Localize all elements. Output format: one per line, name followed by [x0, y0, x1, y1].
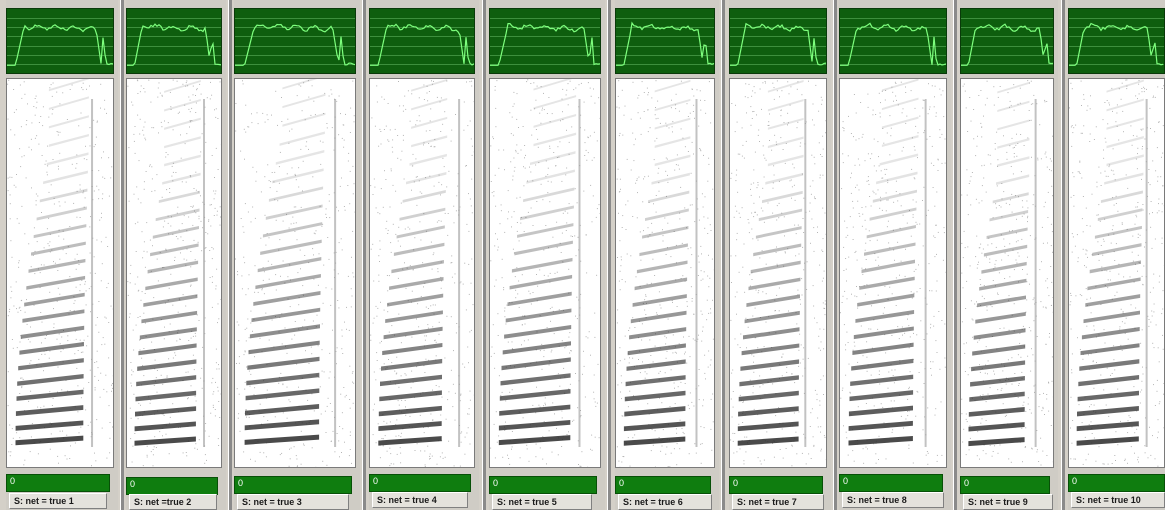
spectrogram-svg [961, 80, 1053, 466]
status-bar: 0 [960, 476, 1050, 494]
spectrogram-panel-9[interactable]: 0 S: net = true 9 [960, 0, 1058, 510]
status-value: 0 [493, 478, 499, 488]
status-value: 0 [733, 478, 739, 488]
panel-separator[interactable] [607, 0, 611, 510]
energy-contour-svg [961, 18, 1053, 66]
spectrogram-image [960, 78, 1054, 468]
panel-separator[interactable] [482, 0, 486, 510]
energy-contour-svg [840, 18, 946, 66]
energy-contour-plot [839, 8, 947, 74]
panel-label[interactable]: S: net = true 3 [237, 494, 349, 510]
status-value: 0 [373, 476, 379, 486]
energy-contour-svg [7, 18, 113, 66]
energy-contour-svg [490, 18, 600, 66]
panel-separator[interactable] [721, 0, 725, 510]
panel-separator[interactable] [362, 0, 366, 510]
spectrogram-image [615, 78, 715, 468]
status-value: 0 [964, 478, 970, 488]
spectrogram-svg [1069, 79, 1164, 467]
spectrogram-panel-4[interactable]: 0 S: net = true 4 [369, 0, 479, 510]
energy-contour-plot [489, 8, 601, 74]
energy-contour-svg [127, 18, 221, 66]
spectrogram-svg [235, 79, 355, 467]
energy-contour-svg [616, 18, 714, 66]
spectrogram-panel-8[interactable]: 0 S: net = true 8 [839, 0, 951, 510]
energy-contour-svg [370, 18, 474, 66]
status-bar: 0 [1068, 474, 1165, 492]
spectrogram-panel-7[interactable]: 0 S: net = true 7 [729, 0, 831, 510]
spectrogram-image [489, 78, 601, 468]
panel-separator[interactable] [833, 0, 837, 510]
energy-contour-plot [6, 8, 114, 74]
panel-label[interactable]: S: net = true 9 [963, 494, 1053, 510]
panel-label[interactable]: S: net =true 2 [129, 494, 217, 510]
energy-contour-svg [1069, 18, 1164, 66]
panel-label[interactable]: S: net = true 8 [842, 492, 944, 508]
panel-label[interactable]: S: net = true 10 [1071, 492, 1165, 508]
energy-contour-svg [235, 18, 355, 66]
spectrogram-image [369, 78, 475, 468]
status-value: 0 [10, 476, 16, 486]
spectrogram-image [839, 78, 947, 468]
status-bar: 0 [369, 474, 471, 492]
status-bar: 0 [126, 477, 218, 495]
panel-label[interactable]: S: net = true 5 [492, 494, 592, 510]
panel-separator[interactable] [953, 0, 957, 510]
status-value: 0 [619, 478, 625, 488]
spectrogram-svg [840, 79, 946, 465]
spectrogram-svg [730, 80, 826, 467]
status-value: 0 [1072, 476, 1078, 486]
panel-separator[interactable] [228, 0, 232, 510]
spectrogram-svg [490, 79, 600, 467]
panel-label[interactable]: S: net = true 7 [732, 494, 824, 510]
status-bar: 0 [729, 476, 823, 494]
energy-contour-plot [126, 8, 222, 74]
status-value: 0 [130, 479, 136, 489]
status-value: 0 [843, 476, 849, 486]
panel-separator[interactable] [1061, 0, 1065, 510]
energy-contour-plot [615, 8, 715, 74]
energy-contour-plot [234, 8, 356, 74]
energy-contour-svg [730, 18, 826, 66]
spectrogram-panel-10[interactable]: 0 S: net = true 10 [1068, 0, 1165, 510]
spectrogram-image [1068, 78, 1165, 468]
spectrogram-panel-5[interactable]: 0 S: net = true 5 [489, 0, 605, 510]
spectrogram-image [6, 78, 114, 468]
spectrogram-svg [127, 79, 221, 467]
spectrogram-panel-3[interactable]: 0 S: net = true 3 [234, 0, 360, 510]
panel-label[interactable]: S: net = true 6 [618, 494, 712, 510]
spectrogram-image [729, 78, 827, 468]
energy-contour-plot [369, 8, 475, 74]
panel-separator[interactable] [120, 0, 124, 510]
status-bar: 0 [615, 476, 711, 494]
energy-contour-plot [1068, 8, 1165, 74]
status-bar: 0 [489, 476, 597, 494]
spectrogram-svg [616, 79, 714, 467]
status-bar: 0 [839, 474, 943, 492]
spectrogram-svg [7, 79, 113, 467]
spectrogram-image [234, 78, 356, 468]
spectrogram-svg [370, 79, 474, 467]
spectrogram-panel-2[interactable]: 0 S: net =true 2 [126, 0, 226, 510]
status-value: 0 [238, 478, 244, 488]
status-bar: 0 [6, 474, 110, 492]
spectrogram-panel-6[interactable]: 0 S: net = true 6 [615, 0, 719, 510]
spectrogram-image [126, 78, 222, 468]
panel-label[interactable]: S: net = true 1 [9, 493, 107, 509]
status-bar: 0 [234, 476, 352, 494]
energy-contour-plot [729, 8, 827, 74]
spectrogram-panel-1[interactable]: 0 S: net = true 1 [6, 0, 118, 510]
panel-label[interactable]: S: net = true 4 [372, 492, 468, 508]
energy-contour-plot [960, 8, 1054, 74]
